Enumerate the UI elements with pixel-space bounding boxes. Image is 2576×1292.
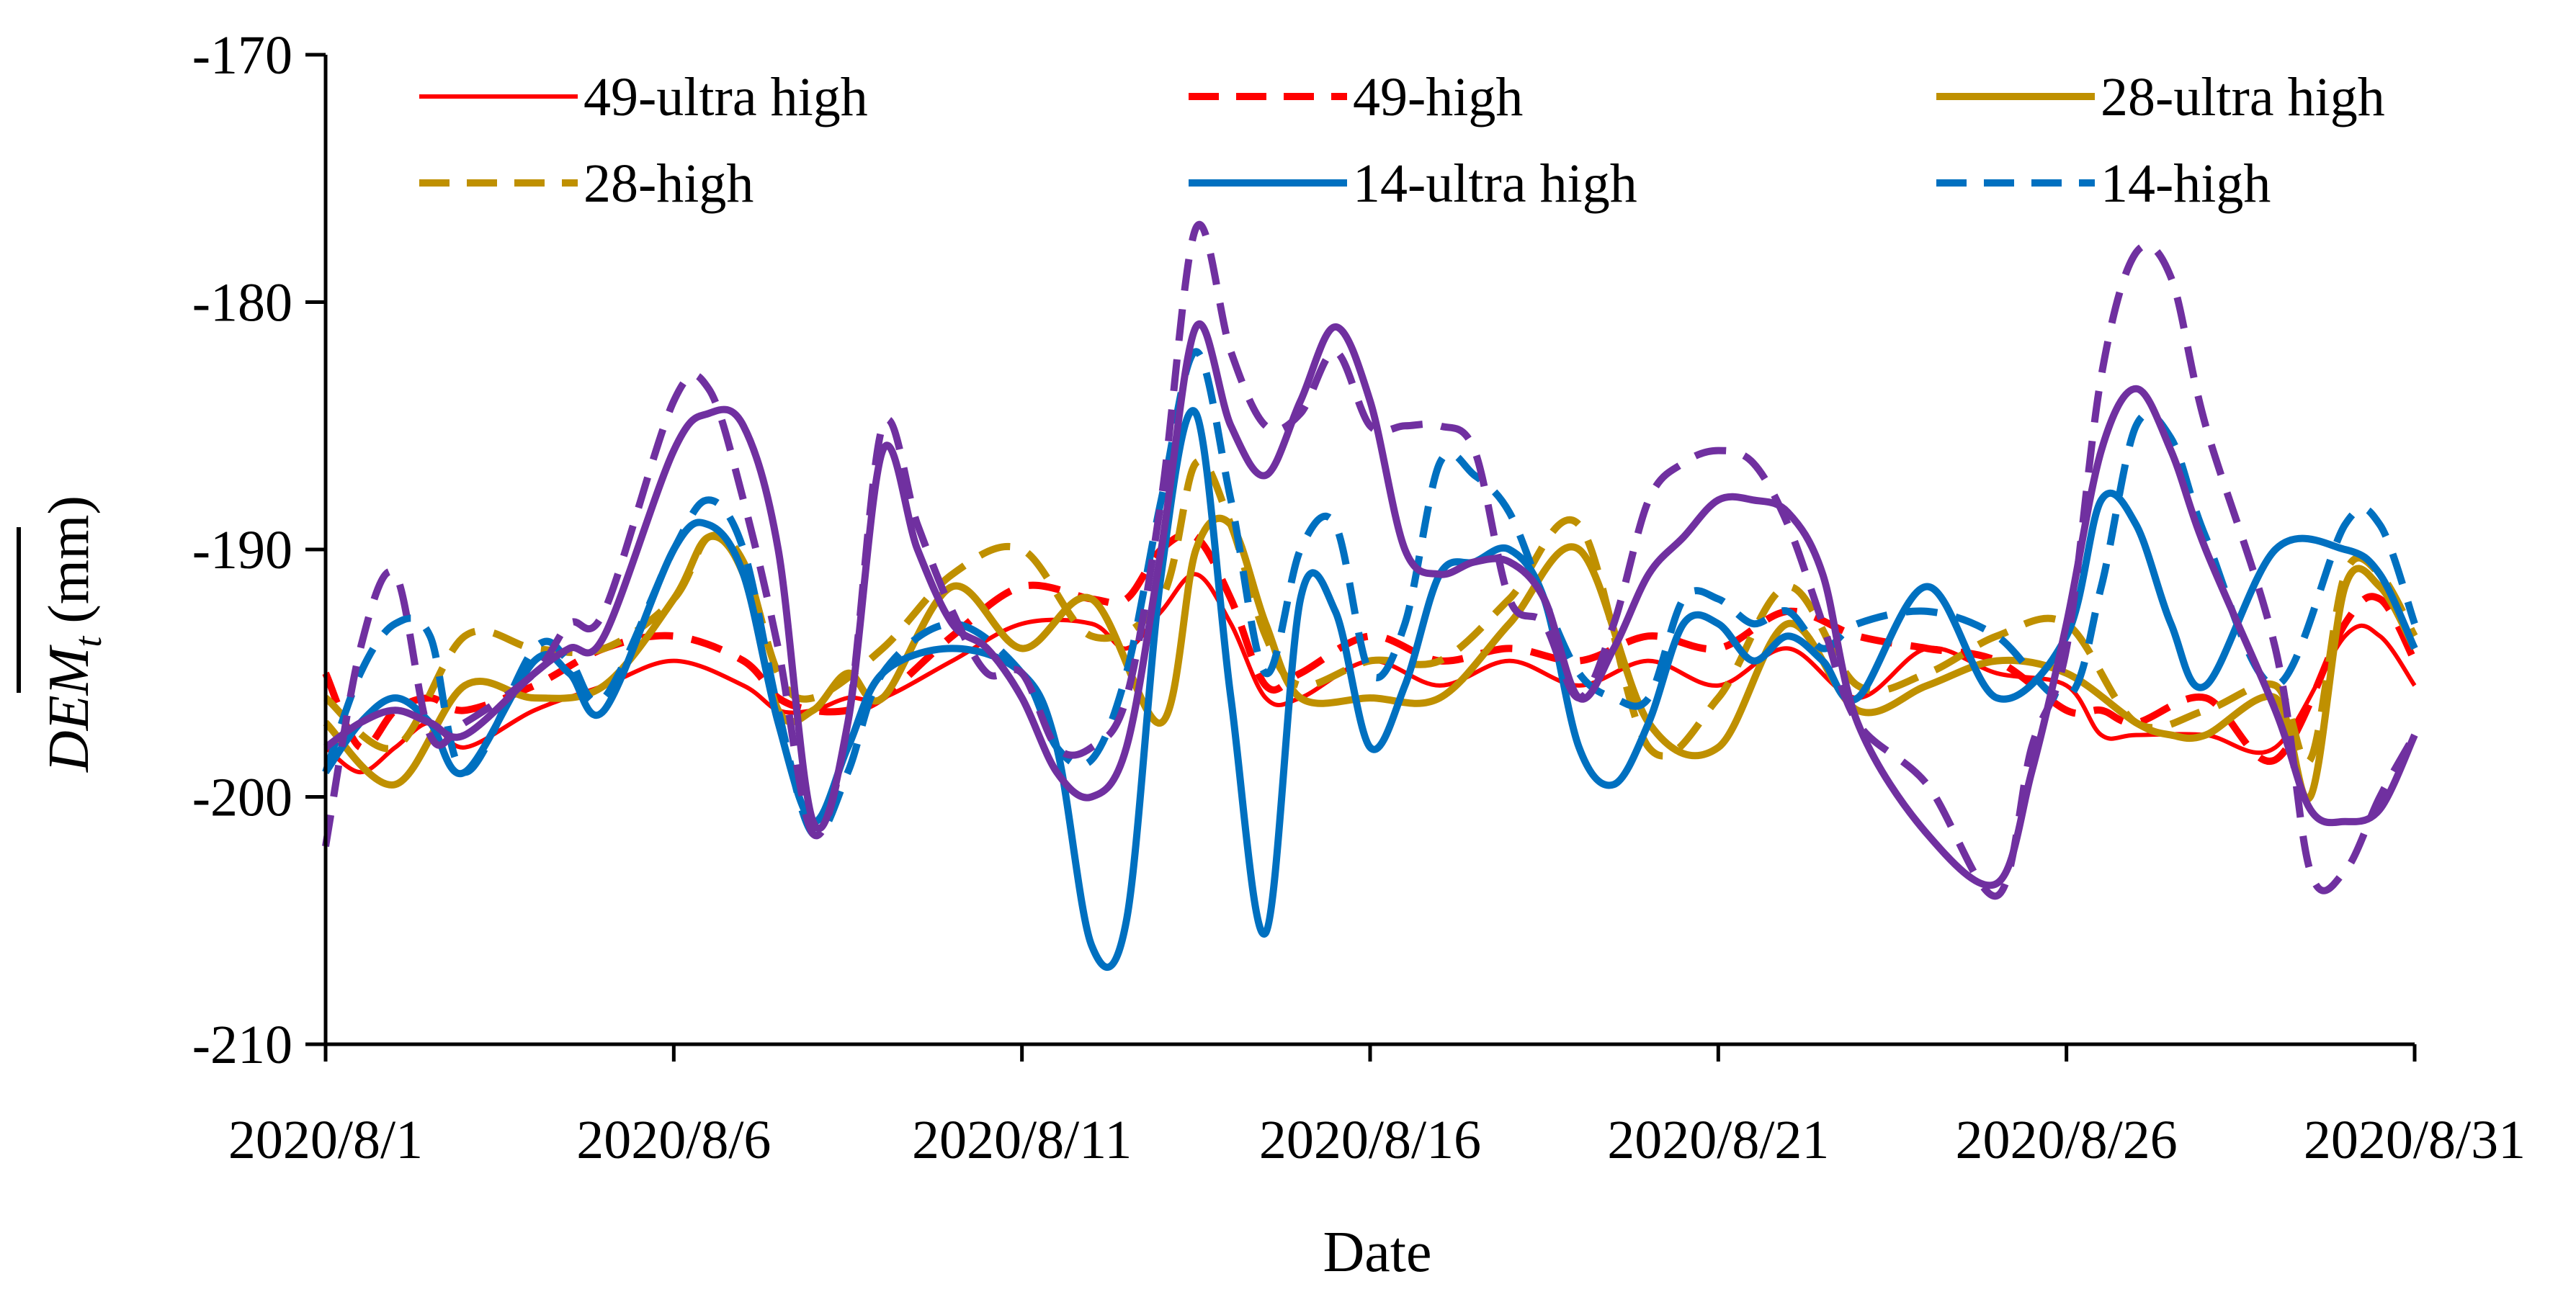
y-axis-title-sub: t [66, 635, 109, 647]
legend-label-14-ultra-high: 14-ultra high [1353, 153, 1637, 214]
x-tick-label: 2020/8/1 [228, 1110, 423, 1170]
series-line-extra-6 [323, 320, 2418, 889]
x-tick-label: 2020/8/16 [1259, 1110, 1481, 1170]
legend-label-28-high: 28-high [583, 153, 753, 214]
x-tick-label: 2020/8/6 [576, 1110, 771, 1170]
y-tick-label: -180 [192, 273, 292, 333]
legend-label-49-high: 49-high [1353, 67, 1523, 127]
y-axis-title: DEMt (mm) [17, 495, 109, 773]
y-axis-title-main: DEM [37, 644, 101, 773]
x-tick-label: 2020/8/11 [912, 1110, 1132, 1170]
x-axis-title: Date [1323, 1221, 1431, 1284]
series-lines [322, 221, 2418, 971]
x-tick-label: 2020/8/31 [2304, 1110, 2526, 1170]
legend-label-49-ultra-high: 49-ultra high [583, 67, 868, 127]
series-line-28-high [323, 457, 2418, 766]
y-tick-label: -210 [192, 1015, 292, 1075]
y-tick-label: -170 [192, 25, 292, 86]
axes: -170 -180 -190 -200 -210 2020/8/1 2020/8/6 2020… [192, 25, 2526, 1170]
x-tick-label: 2020/8/21 [1607, 1110, 1829, 1170]
series-line-extra-7 [322, 221, 2418, 900]
series-line-14-high [322, 348, 2418, 840]
series-line-49-high [322, 530, 2418, 765]
y-tick-label: -190 [192, 520, 292, 580]
y-axis-title-unit: (mm) [37, 495, 101, 624]
legend: 49-ultra high 49-high 28-ultra high 28-high… [419, 67, 2385, 214]
x-tick-label: 2020/8/26 [1956, 1110, 2178, 1170]
legend-label-28-ultra-high: 28-ultra high [2101, 67, 2385, 127]
series-line-14-ultra-high [322, 407, 2418, 971]
y-tick-label: -200 [192, 768, 292, 828]
svg-text:DEMt(mm): DEMt (mm) [37, 495, 109, 773]
legend-label-14-high: 14-high [2101, 153, 2271, 214]
